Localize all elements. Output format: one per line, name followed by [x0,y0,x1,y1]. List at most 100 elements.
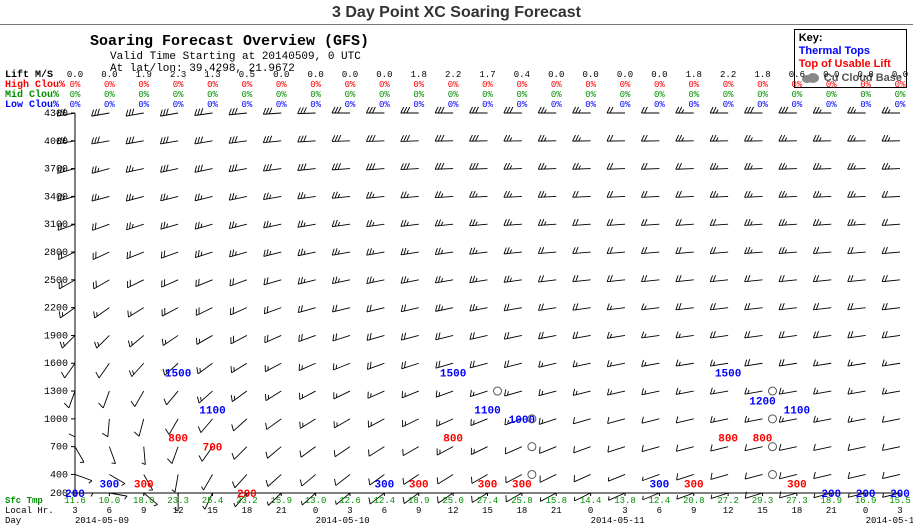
svg-text:6: 6 [382,506,387,516]
svg-text:3700: 3700 [44,165,68,176]
svg-text:0%: 0% [654,80,665,90]
svg-text:0.0: 0.0 [273,70,289,80]
plot-svg: 4300400037003400310028002500220019001600… [0,25,913,530]
svg-text:0%: 0% [241,80,252,90]
svg-text:0%: 0% [448,80,459,90]
svg-text:6: 6 [657,506,662,516]
svg-text:0%: 0% [413,100,424,110]
svg-text:25.0: 25.0 [442,496,464,506]
svg-text:0%: 0% [104,80,115,90]
svg-text:0%: 0% [345,90,356,100]
svg-text:12: 12 [173,506,184,516]
svg-text:0.5: 0.5 [239,70,255,80]
svg-text:3: 3 [622,506,627,516]
svg-text:0%: 0% [482,80,493,90]
svg-text:2014-05-12: 2014-05-12 [866,516,913,526]
svg-text:0%: 0% [276,90,287,100]
svg-text:0%: 0% [688,80,699,90]
svg-text:300: 300 [684,480,704,492]
svg-text:300: 300 [409,480,429,492]
svg-text:2200: 2200 [44,304,68,315]
svg-text:0%: 0% [757,100,768,110]
svg-text:16.9: 16.9 [855,496,877,506]
svg-text:13.8: 13.8 [614,496,636,506]
svg-text:300: 300 [787,480,807,492]
svg-text:0.6: 0.6 [789,70,805,80]
svg-text:0.4: 0.4 [514,70,530,80]
svg-text:0%: 0% [173,90,184,100]
svg-text:0%: 0% [138,100,149,110]
svg-text:21: 21 [276,506,287,516]
svg-text:18.9: 18.9 [820,496,842,506]
svg-text:0.0: 0.0 [583,70,599,80]
svg-text:0%: 0% [276,100,287,110]
svg-text:0%: 0% [620,100,631,110]
svg-text:1200: 1200 [749,396,775,408]
svg-text:1100: 1100 [784,406,810,418]
svg-text:0%: 0% [448,100,459,110]
svg-text:15: 15 [757,506,768,516]
svg-text:1100: 1100 [474,406,500,418]
svg-text:0%: 0% [791,90,802,100]
svg-text:0%: 0% [757,80,768,90]
svg-text:18: 18 [791,506,802,516]
svg-text:0%: 0% [551,80,562,90]
chart-container: Soaring Forecast Overview (GFS) Valid Ti… [0,25,913,530]
svg-text:0.0: 0.0 [823,70,839,80]
svg-text:0%: 0% [585,90,596,100]
svg-text:11.6: 11.6 [64,496,86,506]
svg-text:3100: 3100 [44,220,68,231]
svg-text:0.0: 0.0 [342,70,358,80]
svg-text:300: 300 [134,480,154,492]
svg-text:0%: 0% [104,90,115,100]
svg-text:0%: 0% [310,90,321,100]
svg-text:400: 400 [50,470,68,481]
svg-text:0%: 0% [895,90,906,100]
svg-text:0%: 0% [173,80,184,90]
svg-text:0%: 0% [379,80,390,90]
svg-text:6: 6 [107,506,112,516]
svg-text:300: 300 [649,480,669,492]
svg-text:0%: 0% [791,80,802,90]
svg-text:0%: 0% [757,90,768,100]
svg-text:1500: 1500 [715,369,741,381]
svg-text:300: 300 [99,480,119,492]
svg-text:0%: 0% [70,90,81,100]
svg-text:0%: 0% [138,90,149,100]
svg-text:12: 12 [723,506,734,516]
svg-text:20.8: 20.8 [683,496,705,506]
svg-text:0: 0 [313,506,318,516]
svg-text:3: 3 [347,506,352,516]
svg-text:3400: 3400 [44,192,68,203]
svg-text:21: 21 [826,506,837,516]
svg-text:0%: 0% [310,80,321,90]
svg-text:12.4: 12.4 [649,496,671,506]
svg-text:23.3: 23.3 [167,496,189,506]
svg-text:0%: 0% [551,90,562,100]
svg-text:2.2: 2.2 [445,70,461,80]
svg-text:27.4: 27.4 [477,496,499,506]
svg-text:15.5: 15.5 [889,496,911,506]
svg-text:0.0: 0.0 [892,70,908,80]
svg-text:0: 0 [863,506,868,516]
svg-text:1300: 1300 [44,387,68,398]
svg-text:23.2: 23.2 [236,496,258,506]
svg-text:1.8: 1.8 [754,70,770,80]
svg-text:0.0: 0.0 [858,70,874,80]
svg-text:3: 3 [897,506,902,516]
svg-text:0%: 0% [654,90,665,100]
svg-text:0%: 0% [310,100,321,110]
svg-text:13.0: 13.0 [305,496,327,506]
svg-text:27.3: 27.3 [786,496,808,506]
svg-text:0%: 0% [826,90,837,100]
svg-text:1.3: 1.3 [204,70,220,80]
svg-text:2.3: 2.3 [170,70,186,80]
svg-text:0%: 0% [138,80,149,90]
svg-text:12: 12 [448,506,459,516]
svg-text:15.9: 15.9 [270,496,292,506]
svg-text:0%: 0% [860,90,871,100]
svg-text:0%: 0% [70,80,81,90]
svg-text:15: 15 [482,506,493,516]
svg-text:1000: 1000 [509,415,535,427]
svg-text:27.2: 27.2 [717,496,739,506]
